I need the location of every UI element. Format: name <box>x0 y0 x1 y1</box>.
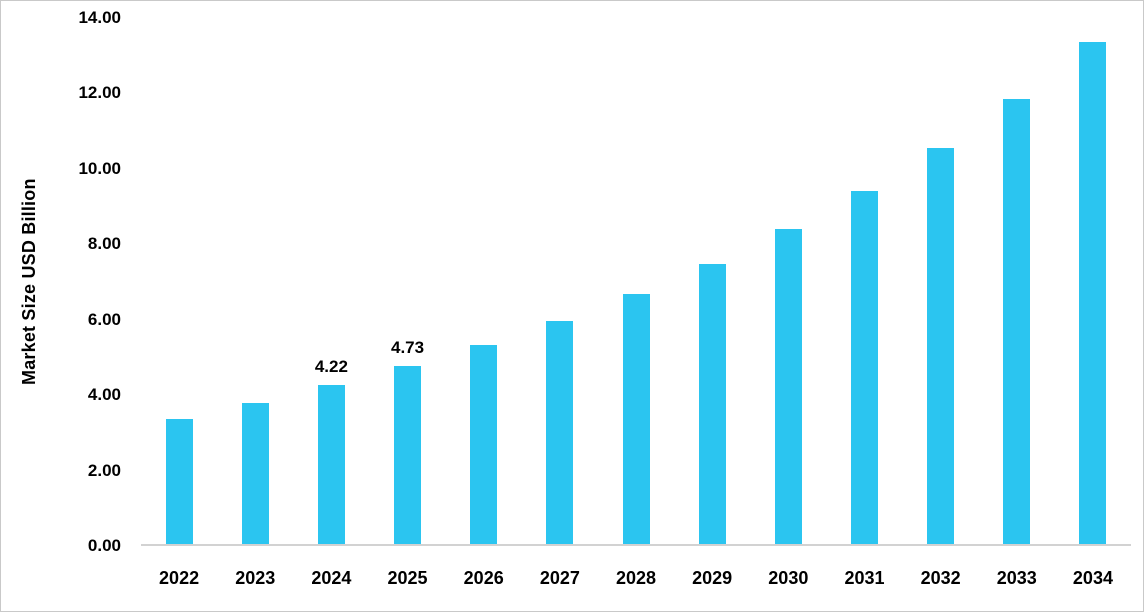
bar-2030 <box>774 229 802 544</box>
y-tick-label: 4.00 <box>87 385 121 405</box>
bar-2026 <box>470 344 498 544</box>
x-axis-label-2028: 2028 <box>615 567 657 588</box>
bar-slot-2032 <box>903 18 979 544</box>
x-axis-label-2026: 2026 <box>463 567 504 588</box>
x-axis-labels: 2022 2023 2024 2025 2026 2027 2028 2029 2030 2031… <box>141 561 1131 595</box>
y-tick-label: 12.00 <box>78 83 121 103</box>
x-axis-label-2025: 2025 <box>387 567 428 588</box>
y-tick-label: 0.00 <box>87 536 121 555</box>
bar-2024 <box>317 385 345 544</box>
y-tick-label: 2.00 <box>87 460 121 480</box>
y-tick-label: 6.00 <box>87 309 121 329</box>
bar-2027 <box>546 320 574 544</box>
bar-2022 <box>165 419 193 544</box>
y-axis-ticks: 0.00 2.00 4.00 6.00 8.00 10.00 12.00 14.00 <box>1 8 131 555</box>
x-axis-label-2030: 2030 <box>768 567 809 588</box>
bar-slot-2023 <box>217 18 293 544</box>
bar-slot-2031 <box>826 18 902 544</box>
bar-2029 <box>698 263 726 544</box>
x-axis-label-2024: 2024 <box>311 567 352 588</box>
bar-slot-2027 <box>522 18 598 544</box>
bar-slot-2024: 4.22 <box>293 18 369 544</box>
y-tick-label: 10.00 <box>78 158 121 178</box>
bar-2034 <box>1079 42 1107 544</box>
x-axis-label-2031: 2031 <box>844 567 885 588</box>
bar-2023 <box>241 402 269 544</box>
bar-slot-2029 <box>674 18 750 544</box>
y-tick-label: 14.00 <box>78 8 121 27</box>
bar-2031 <box>850 190 878 544</box>
bar-slot-2033 <box>979 18 1055 544</box>
bar-slot-2034 <box>1055 18 1131 544</box>
x-axis-label-2027: 2027 <box>539 567 580 588</box>
bar-value-label-2024: 4.22 <box>314 357 348 377</box>
bar-slot-2028 <box>598 18 674 544</box>
bar-value-label-2025: 4.73 <box>391 338 425 358</box>
bar-slot-2022 <box>141 18 217 544</box>
bar-2032 <box>927 147 955 544</box>
x-axis-label-2032: 2032 <box>920 567 961 588</box>
bar-2028 <box>622 293 650 544</box>
x-axis-label-2029: 2029 <box>692 567 733 588</box>
x-axis-label-2023: 2023 <box>235 567 276 588</box>
x-axis-label-2022: 2022 <box>159 567 200 588</box>
y-tick-label: 8.00 <box>87 234 121 254</box>
bar-slot-2030 <box>750 18 826 544</box>
x-axis-label-2033: 2033 <box>996 567 1037 588</box>
bar-2033 <box>1003 98 1031 544</box>
plot-area: 4.22 4.73 <box>141 18 1131 546</box>
bar-slot-2026 <box>446 18 522 544</box>
x-axis-label-2034: 2034 <box>1072 567 1113 588</box>
bar-2025 <box>394 366 422 544</box>
bar-slot-2025: 4.73 <box>369 18 445 544</box>
